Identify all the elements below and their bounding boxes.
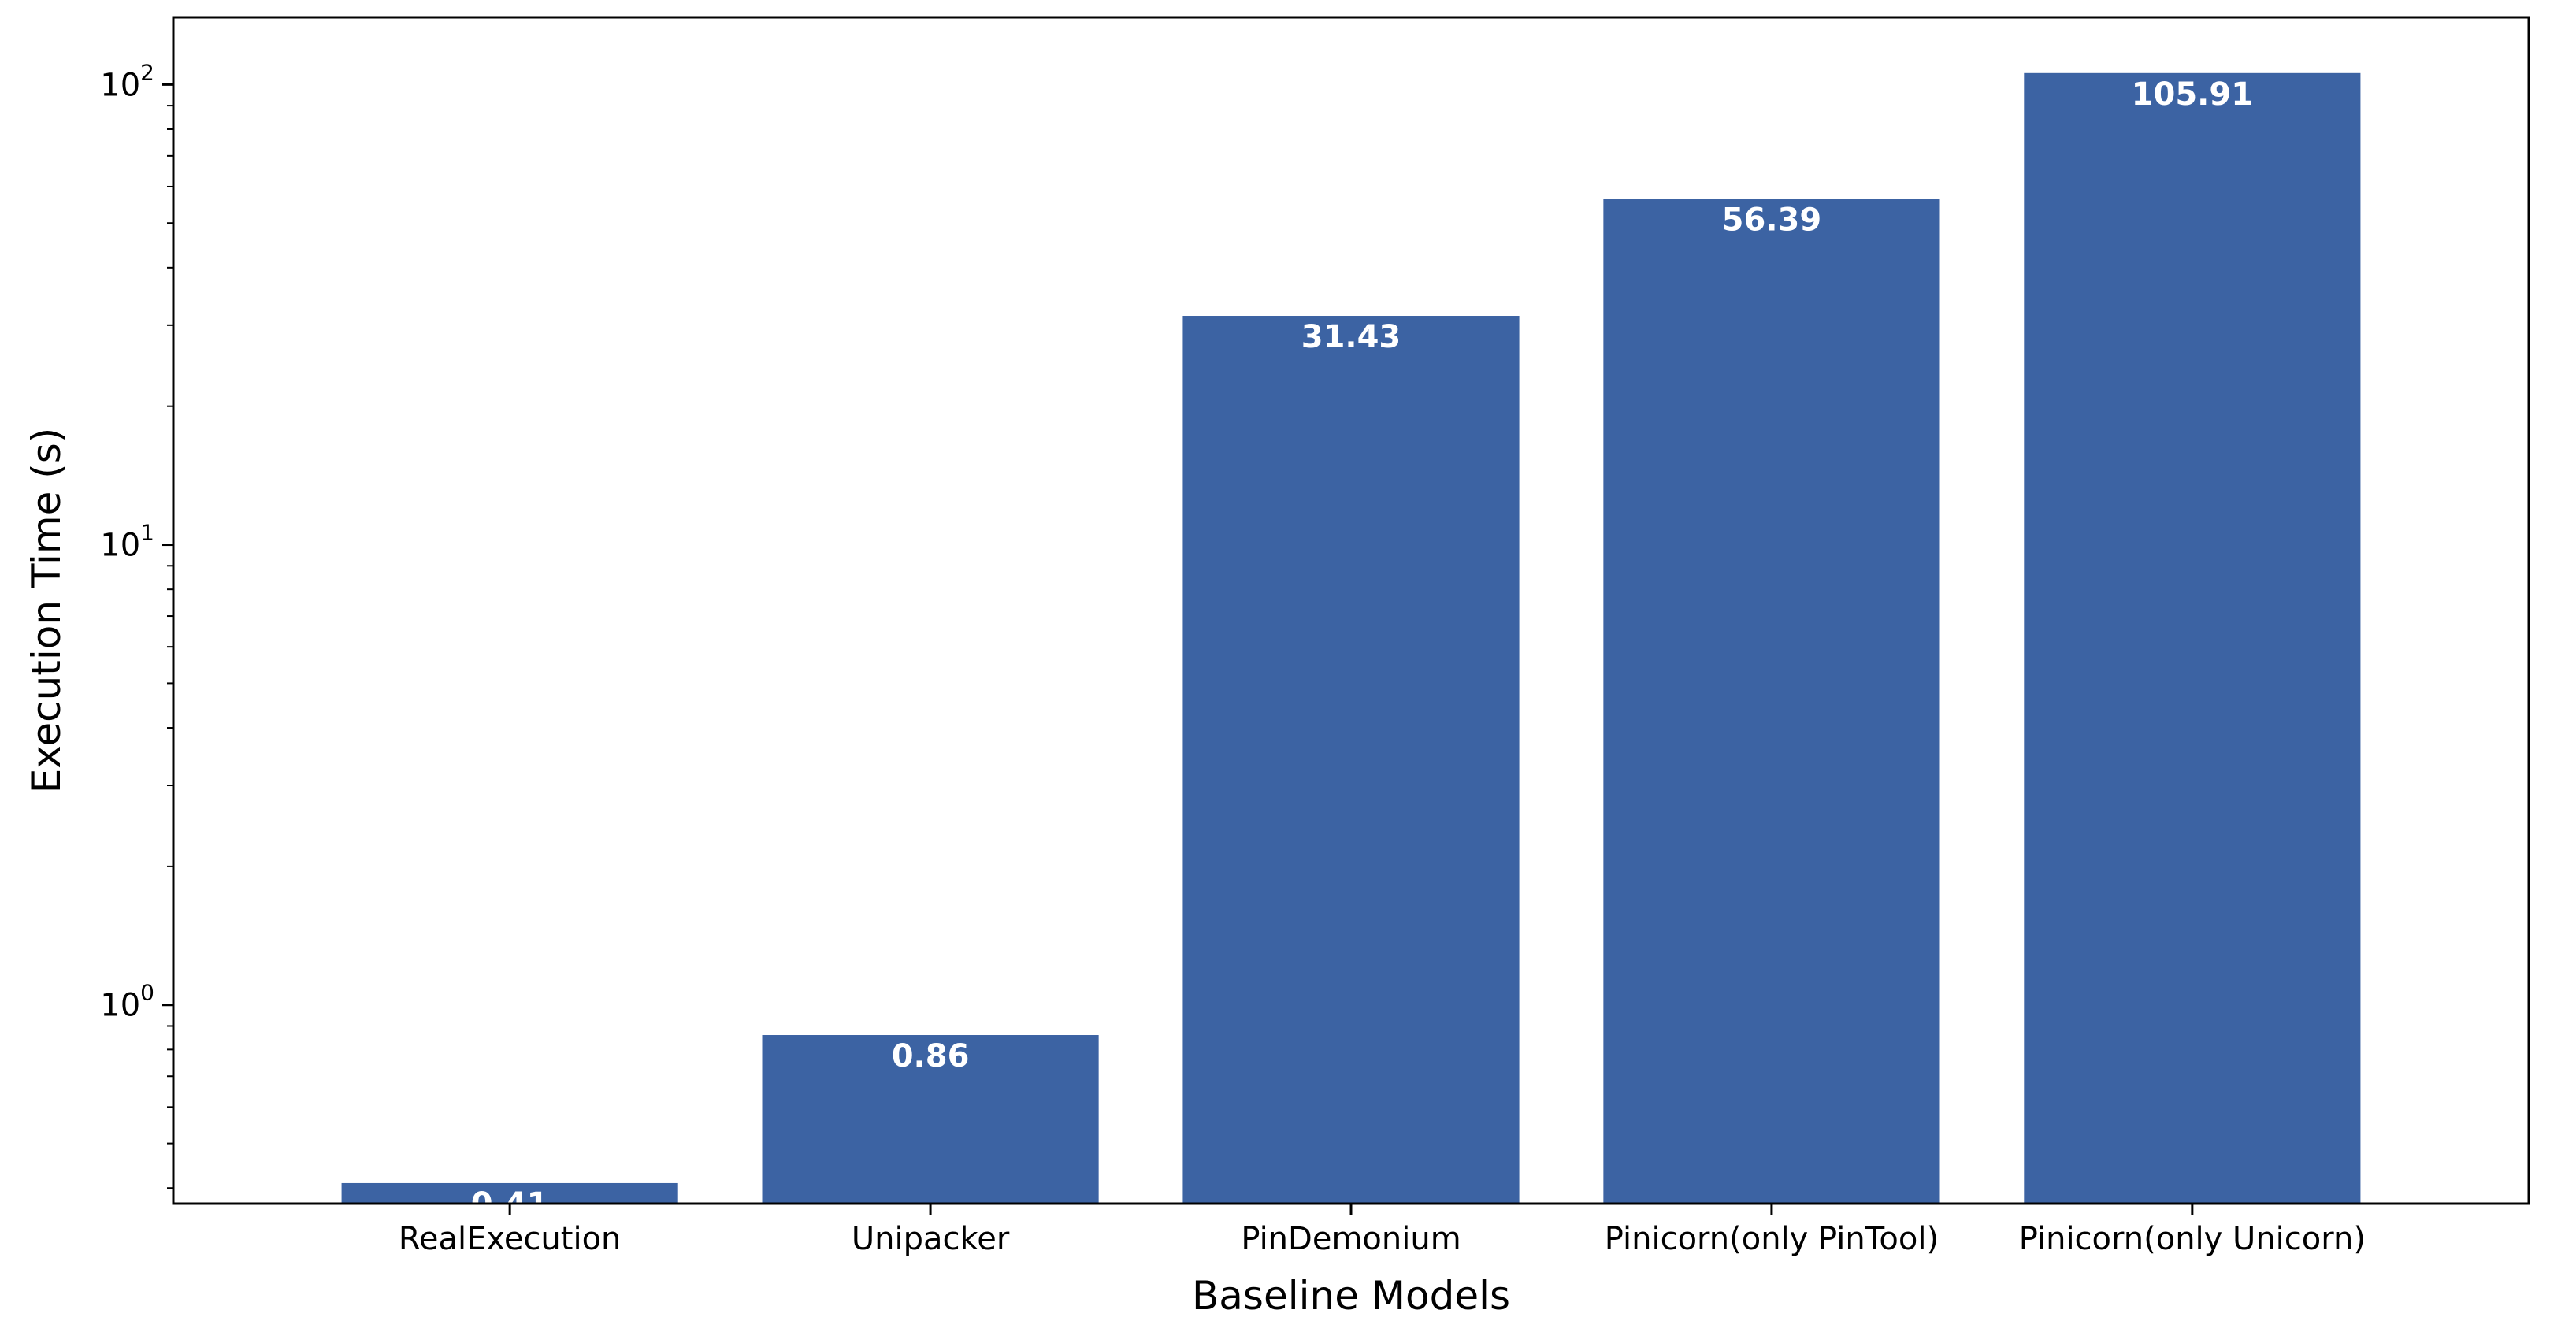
x-tick-label-1: RealExecution — [399, 1221, 622, 1257]
data-label-5: 105.91 — [2132, 76, 2253, 113]
x-tick-label-3: PinDemonium — [1241, 1221, 1461, 1257]
y-tick-label-3: 102 — [100, 59, 154, 103]
bar-1 — [341, 1182, 678, 1204]
x-axis-title: Baseline Models — [1192, 1273, 1510, 1319]
data-label-3: 31.43 — [1301, 319, 1401, 355]
data-label-2: 0.86 — [892, 1038, 970, 1074]
bars-group — [341, 72, 2361, 1204]
x-tick-label-4: Pinicorn(only PinTool) — [1605, 1221, 1939, 1257]
plot-frame — [172, 16, 2530, 1205]
data-label-4: 56.39 — [1722, 202, 1822, 239]
bar-2 — [762, 1035, 1099, 1204]
x-tick-label-5: Pinicorn(only Unicorn) — [2019, 1221, 2366, 1257]
y-tick-label-1: 100 — [100, 980, 154, 1024]
y-axis-title: Execution Time (s) — [24, 428, 69, 794]
bar-4 — [1603, 199, 1940, 1204]
x-tick-label-2: Unipacker — [852, 1221, 1010, 1257]
bar-5 — [2024, 72, 2361, 1204]
y-tick-label-2: 101 — [100, 520, 154, 564]
x-axis-ticks: RealExecution Unipacker PinDemonium Pinicor… — [399, 1204, 2366, 1257]
y-axis-ticks: 100 101 102 — [100, 59, 173, 1189]
bar-3 — [1182, 316, 1520, 1204]
